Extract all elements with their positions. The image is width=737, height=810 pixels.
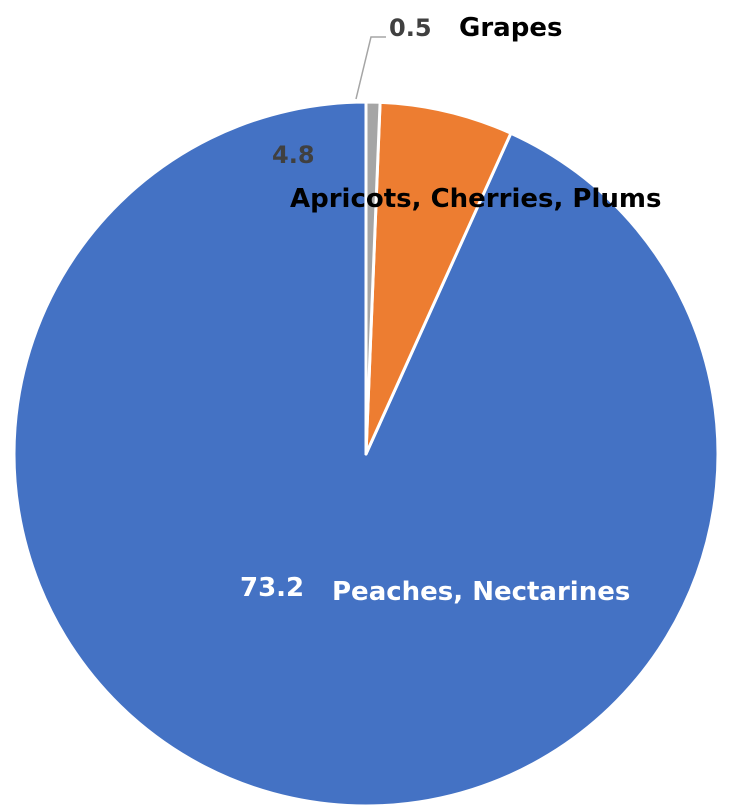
slice-category-label-apricots-cherries-plums: Apricots, Cherries, Plums bbox=[290, 184, 661, 214]
pie-labels: 73.2 Peaches, Nectarines 4.8 Apricots, C… bbox=[240, 13, 661, 607]
slice-value-label-peaches-nectarines: 73.2 bbox=[240, 573, 304, 603]
slice-value-label-grapes: 0.5 bbox=[389, 14, 432, 42]
pie-slice-apricots-cherries-plums bbox=[364, 100, 513, 456]
slice-value-label-apricots-cherries-plums: 4.8 bbox=[272, 141, 315, 169]
grapes-leader-line bbox=[355, 36, 386, 100]
slice-category-label-grapes: Grapes bbox=[459, 13, 562, 43]
pie-slice-grapes bbox=[364, 100, 382, 456]
pie-slices bbox=[12, 100, 720, 808]
slice-category-label-peaches-nectarines: Peaches, Nectarines bbox=[332, 577, 630, 607]
